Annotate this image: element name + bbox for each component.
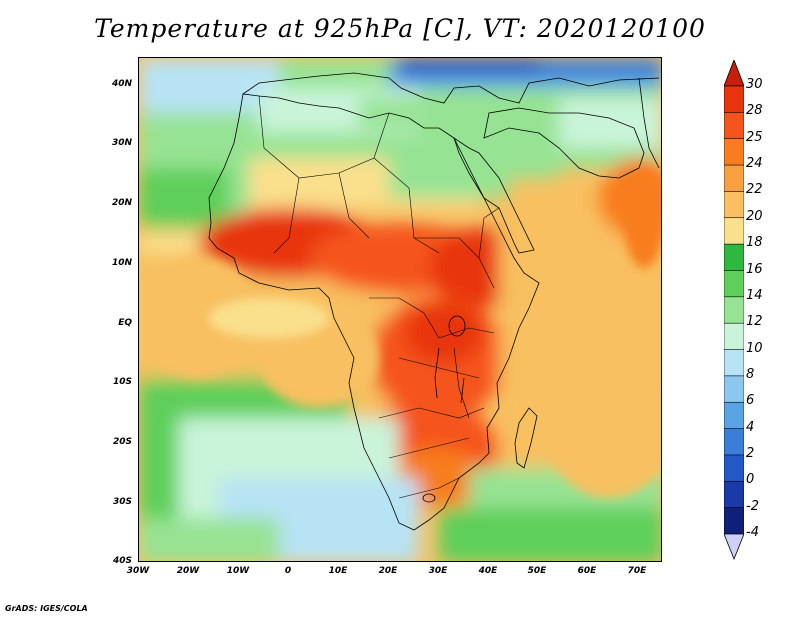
temperature-detail — [139, 168, 661, 498]
cb-label-8: 8 — [746, 367, 755, 382]
lon-label-0: 0 — [284, 566, 292, 576]
colorbar-segment-25_28 — [724, 112, 744, 140]
cb-label-16: 16 — [746, 262, 763, 277]
colorbar-segment-18_20 — [724, 217, 744, 245]
lon-label-20e: 20E — [378, 566, 398, 576]
lon-label-10e: 10E — [328, 566, 348, 576]
lat-label-20s: 20S — [112, 437, 132, 447]
lat-label-40n: 40N — [111, 79, 132, 89]
cb-label-m2: -2 — [746, 499, 759, 514]
lon-label-40e: 40E — [478, 566, 498, 576]
colorbar-segment-2_4 — [724, 428, 744, 456]
lon-label-60e: 60E — [577, 566, 597, 576]
lakes — [422, 315, 466, 503]
cb-label-22: 22 — [746, 182, 763, 197]
chart-title: Temperature at 925hPa [C], VT: 202012010… — [94, 14, 706, 43]
colorbar-segment-m2_0 — [724, 480, 744, 509]
colorbar-segment-16_18 — [724, 243, 744, 272]
colorbar-segment-0_2 — [724, 454, 744, 482]
lon-label-10w: 10W — [226, 566, 250, 576]
colorbar-segment-28_30 — [724, 85, 744, 113]
lon-label-30w: 30W — [126, 566, 150, 576]
cb-label-10: 10 — [746, 341, 763, 356]
lat-label-40s: 40S — [112, 556, 132, 566]
lat-label-eq: EQ — [118, 318, 132, 328]
lat-label-20n: 20N — [111, 198, 132, 208]
lon-label-70e: 70E — [627, 566, 647, 576]
colorbar-segment-12_14 — [724, 296, 744, 324]
colorbar-top-arrow — [724, 60, 744, 87]
cb-label-14: 14 — [746, 288, 763, 303]
lat-label-10s: 10S — [112, 377, 132, 387]
colorbar-segment-24_25 — [724, 138, 744, 166]
cb-label-25: 25 — [746, 130, 763, 145]
grads-credit: GrADS: IGES/COLA — [5, 604, 88, 613]
colorbar-segment-6_8 — [724, 375, 744, 403]
cb-label-4: 4 — [746, 420, 755, 435]
cb-label-20: 20 — [746, 209, 763, 224]
temperature-map — [138, 57, 662, 562]
lon-label-30e: 30E — [428, 566, 448, 576]
country-borders — [258, 95, 500, 499]
colorbar-segment-m4_m2 — [724, 507, 744, 535]
lat-label-30n: 30N — [111, 138, 132, 148]
cb-label-28: 28 — [746, 103, 763, 118]
colorbar-segment-4_6 — [724, 401, 744, 430]
cb-label-2: 2 — [746, 446, 755, 461]
colorbar-segment-8_10 — [724, 349, 744, 377]
colorbar-bottom-arrow — [724, 533, 744, 560]
lon-label-50e: 50E — [527, 566, 547, 576]
lat-label-30s: 30S — [112, 497, 132, 507]
lat-label-10n: 10N — [111, 258, 132, 268]
cb-label-18: 18 — [746, 235, 763, 250]
colorbar-segment-14_16 — [724, 270, 744, 298]
cb-label-6: 6 — [746, 393, 755, 408]
lon-label-20w: 20W — [176, 566, 200, 576]
colorbar-segment-22_24 — [724, 164, 744, 193]
cb-label-12: 12 — [746, 314, 763, 329]
cb-label-m4: -4 — [746, 525, 759, 540]
cb-label-24: 24 — [746, 156, 763, 171]
cb-label-30: 30 — [746, 77, 763, 92]
colorbar-segment-10_12 — [724, 322, 744, 351]
cb-label-0: 0 — [746, 472, 755, 487]
colorbar-segment-20_22 — [724, 191, 744, 219]
colorbar-segments — [724, 85, 744, 535]
coastlines — [208, 72, 660, 531]
colorbar — [724, 60, 744, 560]
